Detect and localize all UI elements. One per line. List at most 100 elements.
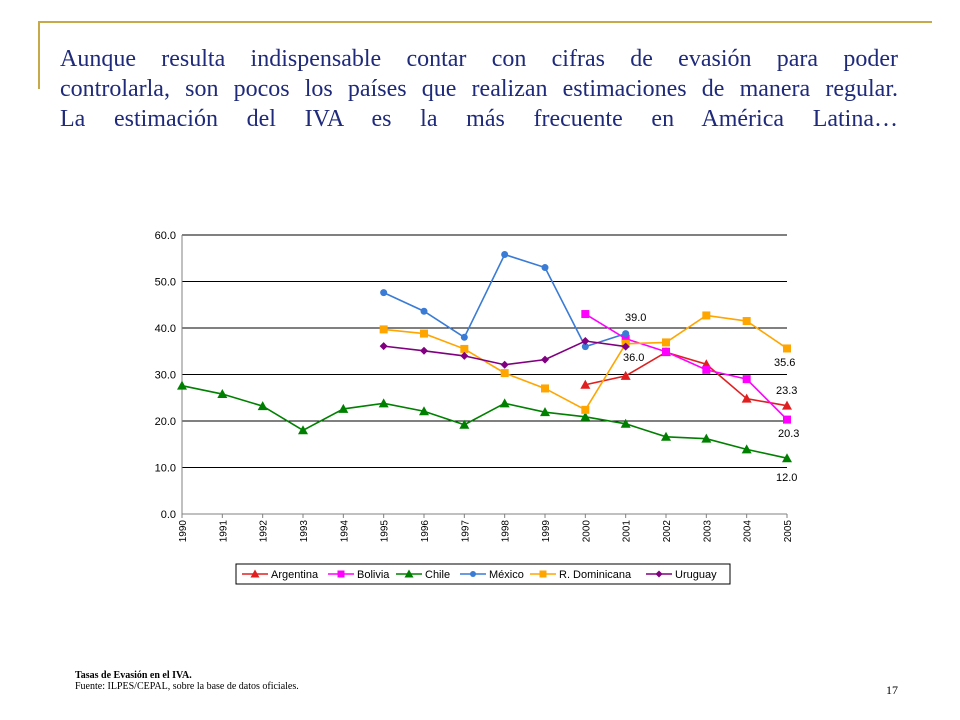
x-tick-label: 2001 <box>622 520 633 543</box>
annotation-35-6: 35.6 <box>774 357 795 369</box>
data-point <box>499 398 510 408</box>
data-point <box>741 393 752 403</box>
legend-label: Uruguay <box>675 569 717 581</box>
legend-item: Uruguay <box>646 569 717 581</box>
y-tick-label: 10.0 <box>155 463 176 475</box>
x-tick-label: 1996 <box>420 520 431 543</box>
y-tick-label: 40.0 <box>155 323 176 335</box>
legend-label: Chile <box>425 569 450 581</box>
data-point <box>580 411 591 421</box>
y-tick-label: 30.0 <box>155 370 176 382</box>
x-tick-label: 1994 <box>339 520 350 543</box>
legend-label: R. Dominicana <box>559 569 632 581</box>
data-point <box>420 329 428 338</box>
legend-item: Argentina <box>242 569 319 581</box>
x-tick-label: 1991 <box>218 520 229 543</box>
data-point <box>540 407 550 417</box>
data-point <box>378 398 389 408</box>
data-point <box>460 344 469 353</box>
data-point <box>742 375 751 384</box>
legend-item: Chile <box>396 569 450 581</box>
title-line-3: La estimación del IVA es la más frecuent… <box>60 106 898 132</box>
series-m-xico <box>380 251 630 351</box>
data-point <box>500 360 509 369</box>
data-point <box>622 330 630 338</box>
data-point <box>581 337 590 346</box>
data-point <box>580 379 591 389</box>
data-point <box>337 570 345 578</box>
title-line-1: Aunque resulta indispensable contar con … <box>60 46 898 72</box>
series-line-r-dominicana <box>383 314 788 411</box>
data-point <box>420 307 428 315</box>
data-point <box>379 342 388 351</box>
data-point <box>782 400 792 410</box>
data-point <box>741 444 752 454</box>
series-line-argentina <box>585 351 788 407</box>
series-argentina <box>580 347 792 410</box>
x-tick-label: 1995 <box>380 520 391 543</box>
data-point <box>742 317 751 326</box>
annotation-39: 39.0 <box>625 312 646 324</box>
data-point <box>459 419 470 429</box>
annotation-23-3: 23.3 <box>776 385 797 397</box>
x-tick-label: 1990 <box>178 520 189 543</box>
x-tick-label: 1992 <box>259 520 270 543</box>
source-note: Fuente: ILPES/CEPAL, sobre la base de da… <box>75 681 299 692</box>
annotation-12-0: 12.0 <box>776 472 797 484</box>
series-line-chile <box>181 384 788 459</box>
data-point <box>500 369 509 378</box>
data-labels: 39.0 36.0 35.6 23.3 20.3 12.0 <box>623 312 799 484</box>
data-point <box>338 403 349 413</box>
chart-legend: Argentina Bolivia Chile México R. Dominicana… <box>235 563 731 585</box>
series-line-bolivia <box>584 313 788 421</box>
grid-lines <box>182 234 787 468</box>
data-point <box>783 344 791 353</box>
data-point <box>298 425 308 435</box>
data-point <box>701 433 712 443</box>
data-point <box>702 311 711 320</box>
data-point <box>541 355 549 364</box>
legend-item: R. Dominicana <box>530 569 632 581</box>
x-tick-label: 1997 <box>460 520 471 543</box>
series-bolivia <box>581 310 791 424</box>
page-number: 17 <box>886 683 898 697</box>
series-lines <box>177 251 792 463</box>
y-tick-label: 60.0 <box>155 230 176 242</box>
data-point <box>782 453 792 463</box>
axes: 0.0 10.0 20.0 30.0 40.0 50.0 60.0 1990 1991 1992 1… <box>155 230 794 542</box>
x-tick-label: 2005 <box>783 520 794 543</box>
top-accent-rule <box>38 21 932 23</box>
legend-label: México <box>489 569 524 581</box>
legend-label: Argentina <box>271 569 319 581</box>
annotation-20-3: 20.3 <box>778 428 799 440</box>
series-uruguay <box>379 337 630 369</box>
x-tick-label: 1998 <box>501 520 512 543</box>
x-tick-label: 2000 <box>581 520 592 543</box>
slide-title: Aunque resulta indispensable contar con … <box>60 44 898 134</box>
data-point <box>460 351 469 360</box>
annotation-36: 36.0 <box>623 352 644 364</box>
data-point <box>581 310 590 319</box>
data-point <box>404 569 414 578</box>
y-tick-label: 20.0 <box>155 416 176 428</box>
x-tick-label: 1999 <box>541 520 552 543</box>
data-point <box>655 570 663 578</box>
data-point <box>501 251 509 259</box>
chart-caption: Tasas de Evasión en el IVA. <box>75 670 192 681</box>
y-tick-label: 50.0 <box>155 277 176 289</box>
data-point <box>470 571 476 577</box>
data-point <box>620 370 631 380</box>
data-point <box>380 289 388 297</box>
x-tick-label: 1993 <box>299 520 310 543</box>
legend-item: Bolivia <box>328 569 390 581</box>
data-point <box>257 401 268 411</box>
footnote: Tasas de Evasión en el IVA. Fuente: ILPE… <box>75 670 299 692</box>
data-point <box>620 418 631 428</box>
series-chile <box>177 380 792 463</box>
data-point <box>541 264 549 272</box>
data-point <box>581 405 590 414</box>
data-point <box>250 569 260 578</box>
legend-label: Bolivia <box>357 569 390 581</box>
title-line-2: controlarla, son pocos los países que re… <box>60 76 898 102</box>
series-r-dominicana <box>379 311 791 414</box>
